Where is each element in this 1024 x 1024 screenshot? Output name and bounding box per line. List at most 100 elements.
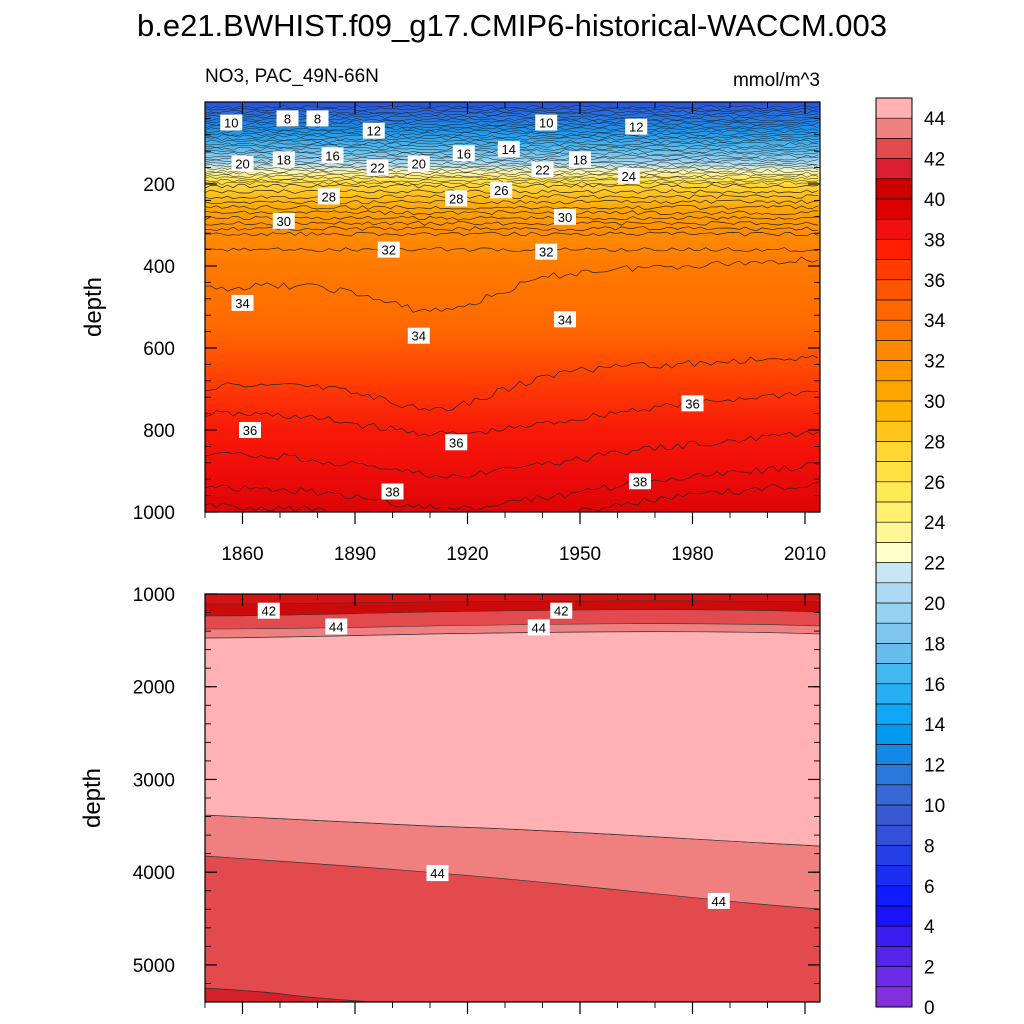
contour-label-text: 20 bbox=[412, 157, 426, 172]
contour-label-box bbox=[527, 619, 550, 636]
colorbar-swatch bbox=[876, 582, 912, 604]
colorbar-swatch bbox=[876, 502, 912, 523]
upper-contour-line bbox=[205, 164, 819, 168]
colorbar-swatch bbox=[876, 118, 912, 139]
upper-contour-line bbox=[205, 430, 819, 479]
y-tick-label: 1000 bbox=[133, 503, 175, 524]
contour-label-box bbox=[317, 188, 340, 205]
contour-label: 44 bbox=[325, 618, 348, 635]
contour-label-text: 20 bbox=[235, 157, 249, 172]
contour-label-text: 12 bbox=[629, 120, 643, 135]
upper-contour-labels: 10 8 8 12 10 12 20 18 16 22 20 16 14 22 18 24 28 28 26 30 30… bbox=[220, 110, 704, 500]
contour-label-box bbox=[231, 294, 254, 311]
upper-contour-line bbox=[205, 204, 819, 210]
contour-label: 22 bbox=[531, 161, 554, 178]
contour-label-box bbox=[272, 212, 295, 229]
contour-label-box bbox=[554, 311, 576, 328]
figure-title: b.e21.BWHIST.f09_g17.CMIP6-historical-WA… bbox=[137, 8, 887, 43]
contour-label-text: 18 bbox=[277, 152, 291, 167]
upper-contour-line bbox=[205, 127, 819, 131]
contour-label-box bbox=[554, 208, 576, 225]
colorbar-label: 20 bbox=[924, 594, 945, 615]
contour-label-text: 44 bbox=[430, 866, 444, 881]
colorbar-swatch bbox=[876, 178, 912, 200]
colorbar-label: 16 bbox=[924, 675, 945, 696]
contour-label-text: 24 bbox=[622, 169, 636, 184]
colorbar-label: 40 bbox=[924, 190, 945, 211]
colorbar-swatch bbox=[876, 926, 912, 947]
contour-label-box bbox=[569, 151, 591, 168]
colorbar-swatch bbox=[876, 360, 912, 382]
colorbar-swatch bbox=[876, 441, 912, 462]
colorbar-swatch bbox=[876, 865, 912, 887]
colorbar-swatch bbox=[876, 199, 912, 220]
lower-axes: 1000 2000 3000 4000 5000 bbox=[133, 585, 820, 1014]
x-tick-label: 1920 bbox=[446, 544, 488, 565]
contour-label-box bbox=[426, 865, 449, 882]
contour-label-box bbox=[231, 155, 254, 172]
colorbar-swatch bbox=[876, 805, 912, 826]
colorbar-swatch bbox=[876, 421, 912, 442]
contour-label: 32 bbox=[377, 241, 400, 258]
lower-y-axis-label: depth bbox=[79, 768, 106, 828]
colorbar-label: 38 bbox=[924, 230, 945, 251]
contour-label-text: 36 bbox=[685, 396, 699, 411]
upper-contour-line bbox=[205, 137, 819, 141]
lower-contour-field bbox=[205, 594, 820, 1002]
colorbar-swatch bbox=[876, 320, 912, 341]
colorbar-label: 44 bbox=[924, 109, 946, 130]
colorbar: 4442403836343230282624222018161412108642… bbox=[875, 97, 946, 1019]
colorbar-swatch bbox=[876, 481, 912, 503]
upper-contour-line bbox=[205, 171, 819, 176]
contour-label-text: 38 bbox=[633, 474, 647, 489]
contour-label-box bbox=[445, 190, 468, 207]
lower-bottom-red-wedge bbox=[205, 987, 378, 1002]
contour-label-text: 32 bbox=[382, 243, 396, 258]
colorbar-swatch bbox=[876, 986, 912, 1008]
colorbar-label: 36 bbox=[924, 271, 945, 292]
upper-contour-line bbox=[205, 173, 819, 178]
colorbar-swatch bbox=[876, 98, 912, 119]
colorbar-swatch bbox=[876, 663, 912, 685]
colorbar-label: 42 bbox=[924, 150, 945, 171]
upper-contour-line bbox=[205, 176, 819, 181]
upper-subtitle-right: mmol/m^3 bbox=[733, 70, 820, 91]
upper-y-axis-label: depth bbox=[80, 277, 107, 337]
contour-label-box bbox=[550, 602, 573, 619]
contour-label-box bbox=[407, 327, 430, 344]
colorbar-label: 14 bbox=[924, 715, 946, 736]
contour-label: 26 bbox=[490, 182, 513, 199]
colorbar-swatch bbox=[876, 946, 912, 967]
colorbar-swatch bbox=[876, 522, 912, 543]
colorbar-swatch bbox=[876, 340, 912, 361]
upper-contour-line bbox=[205, 231, 819, 237]
contour-label: 28 bbox=[445, 190, 468, 207]
upper-contour-line bbox=[205, 124, 819, 129]
colorbar-swatch bbox=[876, 300, 912, 321]
contour-label-box bbox=[445, 434, 468, 451]
upper-panel: NO3, PAC_49N-66N mmol/m^3 10 8 8 12 10 12 20 18… bbox=[80, 66, 826, 565]
contour-label: 30 bbox=[554, 208, 576, 225]
lower-panel: 42 42 44 44 44 44 1000 2000 3000 4000 5000 depth bbox=[79, 585, 821, 1014]
upper-subtitle-left: NO3, PAC_49N-66N bbox=[205, 66, 379, 87]
contour-label-text: 34 bbox=[558, 312, 572, 327]
upper-contour-field bbox=[205, 102, 820, 512]
contour-label-box bbox=[306, 110, 329, 127]
colorbar-frame bbox=[875, 97, 913, 1008]
contour-label: 36 bbox=[681, 395, 704, 412]
colorbar-label: 18 bbox=[924, 634, 945, 655]
y-tick-label: 600 bbox=[143, 339, 175, 360]
x-tick-label: 1890 bbox=[334, 544, 376, 565]
contour-label-text: 22 bbox=[370, 161, 384, 176]
colorbar-label: 0 bbox=[924, 998, 935, 1019]
contour-label: 18 bbox=[272, 151, 295, 168]
contour-label-text: 30 bbox=[558, 210, 572, 225]
colorbar-label: 8 bbox=[924, 836, 935, 857]
upper-contour-line bbox=[205, 462, 819, 511]
contour-label-text: 12 bbox=[367, 124, 381, 139]
y-tick-label: 3000 bbox=[133, 770, 175, 791]
colorbar-swatch bbox=[876, 906, 912, 927]
contour-label: 18 bbox=[569, 151, 591, 168]
contour-label: 16 bbox=[452, 145, 475, 162]
